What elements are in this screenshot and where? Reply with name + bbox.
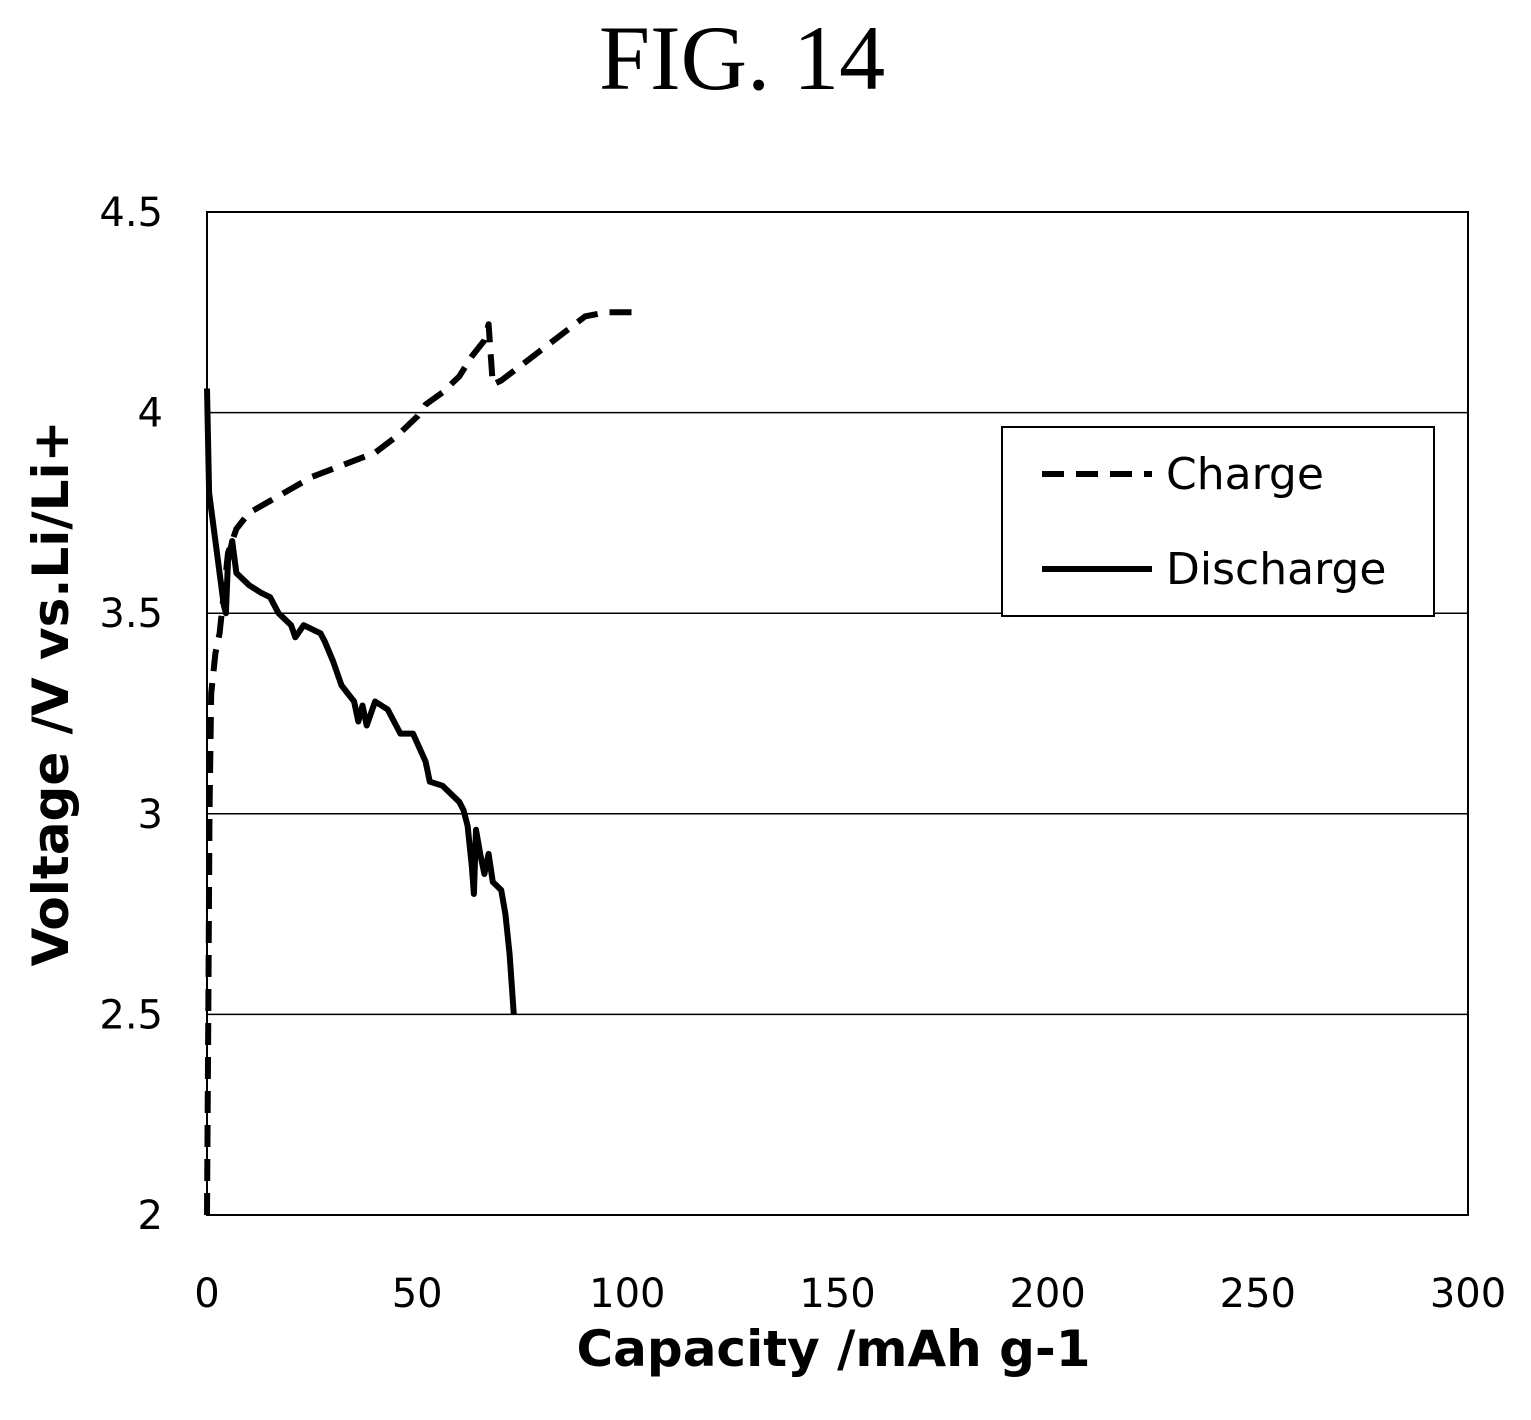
x-tick-label: 300 [1430, 1271, 1506, 1317]
x-axis-title: Capacity /mAh g-1 [576, 1320, 1090, 1378]
x-tick-label: 250 [1220, 1271, 1296, 1317]
y-tick-label: 3.5 [99, 591, 163, 637]
x-tick-label: 200 [1009, 1271, 1085, 1317]
series-layer [204, 309, 640, 1216]
y-axis-ticks: 2 2.5 3 3.5 4 4.5 [99, 190, 163, 1239]
figure-label: FIG. 14 [598, 7, 886, 109]
y-tick-label: 4 [138, 391, 163, 437]
y-tick-label: 2.5 [99, 992, 163, 1038]
x-tick-label: 100 [589, 1271, 665, 1317]
series-line-discharge [204, 388, 517, 1015]
legend: Charge Discharge [1001, 426, 1435, 617]
series-line-charge [204, 309, 640, 1216]
y-tick-label: 2 [138, 1193, 163, 1239]
legend-box [1001, 426, 1435, 617]
x-axis-ticks: 0 50 100 150 200 250 300 [194, 1271, 1506, 1317]
y-tick-label: 4.5 [99, 190, 163, 236]
x-tick-label: 150 [799, 1271, 875, 1317]
x-tick-label: 0 [194, 1271, 219, 1317]
plot-area-frame [206, 211, 1469, 1216]
legend-label-charge: Charge [1166, 449, 1324, 500]
x-tick-label: 50 [392, 1271, 443, 1317]
y-axis-title: Voltage /V vs.Li/Li+ [22, 420, 80, 966]
y-tick-label: 3 [138, 792, 163, 838]
legend-label-discharge: Discharge [1166, 544, 1386, 595]
